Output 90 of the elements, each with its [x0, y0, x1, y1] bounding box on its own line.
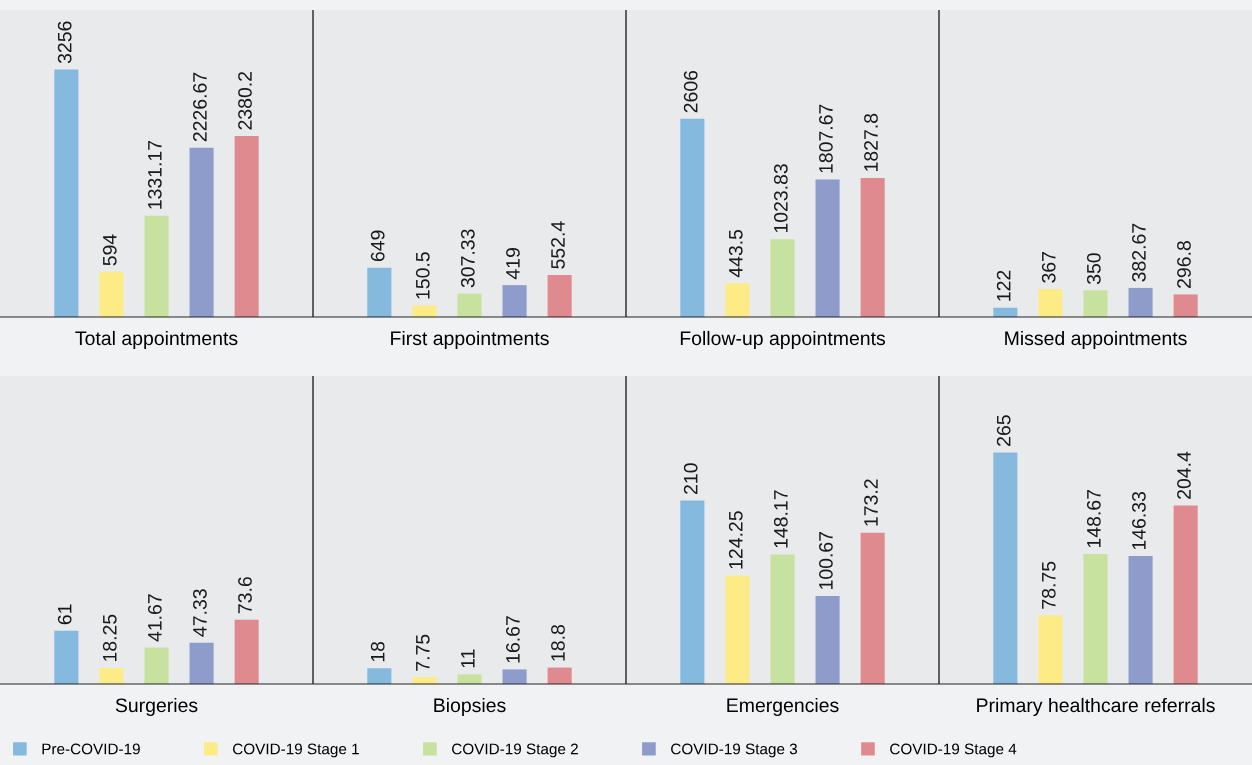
bar	[502, 669, 527, 684]
bar	[1083, 554, 1108, 684]
bar	[547, 667, 572, 684]
data-label: 296.8	[1177, 241, 1191, 288]
data-label: 11	[461, 649, 475, 668]
legend-label: COVID-19 Stage 1	[233, 743, 359, 758]
bar	[860, 178, 885, 317]
bar	[547, 275, 572, 317]
data-label: 1827.8	[864, 113, 878, 171]
data-label: 1023.83	[773, 164, 788, 233]
data-label: 41.67	[147, 594, 162, 642]
bar	[367, 668, 392, 684]
bar	[99, 271, 124, 317]
data-label: 18.8	[551, 625, 565, 661]
bar	[680, 500, 705, 684]
x-tick-label: Surgeries	[115, 697, 198, 717]
legend-label: Pre-COVID-19	[42, 743, 140, 755]
data-label: 2380.2	[238, 71, 252, 130]
data-label: 350	[1086, 253, 1101, 285]
data-label: 210	[683, 463, 698, 494]
data-label: 552.4	[551, 221, 565, 269]
data-label: 124.25	[728, 511, 743, 569]
bar	[860, 532, 885, 684]
data-label: 150.5	[415, 252, 430, 299]
data-label: 1331.17	[147, 140, 162, 209]
bar	[815, 179, 840, 317]
bar	[1083, 290, 1108, 317]
data-label: 173.2	[864, 479, 878, 526]
data-label: 122	[996, 270, 1011, 301]
data-label: 18	[370, 641, 385, 662]
bar	[99, 668, 124, 684]
bar	[54, 69, 79, 317]
x-tick-label: Primary healthcare referrals	[977, 697, 1215, 717]
bar	[1038, 289, 1063, 317]
legend-label: COVID-19 Stage 3	[671, 743, 798, 758]
bar	[1128, 287, 1153, 317]
data-label: 594	[102, 234, 117, 266]
bar	[234, 136, 259, 317]
data-label: 78.75	[1041, 561, 1056, 609]
data-label: 18.25	[102, 614, 117, 662]
data-label: 73.6	[238, 577, 252, 614]
x-tick-label: Follow-up appointments	[680, 330, 886, 350]
data-label: 367	[1041, 252, 1056, 283]
bar	[1038, 615, 1063, 684]
data-label: 3256	[57, 21, 72, 64]
data-label: 443.5	[728, 229, 743, 278]
x-tick-label: Missed appointments	[1005, 330, 1187, 350]
bar	[234, 619, 259, 684]
bar	[457, 674, 482, 684]
data-label: 204.4	[1177, 451, 1191, 499]
data-label: 1807.67	[819, 104, 833, 173]
bar	[815, 596, 840, 684]
data-label: 649	[370, 230, 385, 262]
data-label: 7.75	[416, 634, 430, 671]
bar	[189, 642, 214, 684]
bar	[725, 575, 750, 684]
legend-label: COVID-19 Stage 4	[890, 743, 1017, 758]
data-label: 61	[57, 604, 72, 625]
bar	[457, 293, 482, 317]
bar	[502, 285, 527, 317]
data-label: 148.67	[1086, 490, 1101, 548]
data-label: 100.67	[819, 531, 833, 589]
x-tick-label: First appointments	[391, 330, 549, 350]
x-tick-label: Emergencies	[727, 697, 839, 717]
bar	[144, 647, 169, 684]
bar	[1173, 505, 1198, 684]
data-label: 265	[996, 415, 1011, 446]
data-label: 146.33	[1132, 491, 1146, 550]
bar	[770, 239, 795, 317]
legend-label: COVID-19 Stage 2	[452, 743, 578, 758]
data-label: 419	[506, 248, 520, 280]
bar	[770, 554, 795, 684]
bar	[993, 452, 1018, 684]
data-label: 382.67	[1132, 223, 1146, 282]
data-label: 16.67	[506, 616, 520, 663]
bar	[367, 267, 392, 317]
bar	[1128, 556, 1153, 684]
bar	[1173, 294, 1198, 317]
data-label: 2606	[683, 70, 698, 113]
bar	[680, 118, 705, 317]
x-tick-label: Biopsies	[434, 697, 506, 717]
x-tick-label: Total appointments	[75, 330, 238, 350]
bar	[725, 283, 750, 317]
data-label: 47.33	[193, 589, 207, 637]
data-label: 2226.67	[193, 72, 207, 142]
bar	[144, 215, 169, 317]
data-label: 148.17	[773, 490, 788, 548]
data-label: 307.33	[460, 229, 475, 288]
bar	[54, 630, 79, 684]
bar	[189, 147, 214, 317]
